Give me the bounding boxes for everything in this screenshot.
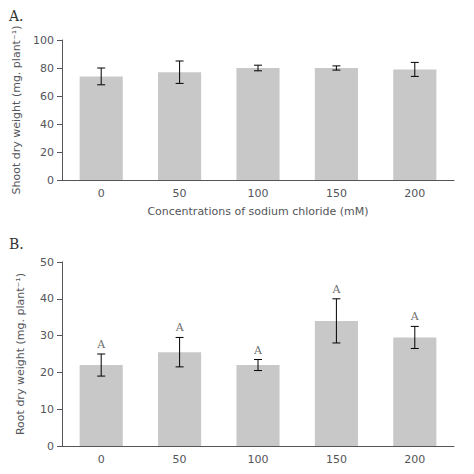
svg-text:A: A: [331, 283, 341, 296]
svg-text:50: 50: [173, 187, 187, 200]
svg-text:B.: B.: [9, 236, 24, 252]
svg-text:0: 0: [47, 174, 54, 187]
svg-text:A: A: [410, 310, 420, 323]
svg-text:Shoot dry weight (mg. plant⁻¹): Shoot dry weight (mg. plant⁻¹): [10, 26, 23, 195]
svg-text:40: 40: [40, 292, 54, 305]
svg-text:50: 50: [173, 453, 187, 466]
svg-text:A: A: [96, 338, 106, 351]
svg-text:200: 200: [404, 453, 425, 466]
svg-text:20: 20: [40, 146, 54, 159]
svg-text:60: 60: [40, 90, 54, 103]
svg-text:100: 100: [33, 34, 54, 47]
svg-text:150: 150: [326, 187, 347, 200]
svg-text:A: A: [253, 344, 263, 357]
svg-text:Concentrations of sodium chlor: Concentrations of sodium chloride (mM): [147, 205, 368, 218]
svg-text:30: 30: [40, 329, 54, 342]
svg-text:100: 100: [248, 187, 269, 200]
svg-text:0: 0: [47, 440, 54, 453]
svg-text:150: 150: [326, 453, 347, 466]
svg-text:40: 40: [40, 118, 54, 131]
svg-text:10: 10: [40, 403, 54, 416]
svg-text:200: 200: [404, 187, 425, 200]
svg-text:100: 100: [248, 453, 269, 466]
svg-text:50: 50: [40, 256, 54, 269]
svg-text:20: 20: [40, 366, 54, 379]
svg-text:80: 80: [40, 62, 54, 75]
svg-text:0: 0: [98, 187, 105, 200]
svg-text:0: 0: [98, 453, 105, 466]
svg-text:A: A: [175, 321, 185, 334]
svg-text:A.: A.: [8, 8, 24, 24]
svg-text:Root dry weight (mg. plant⁻¹): Root dry weight (mg. plant⁻¹): [14, 273, 27, 435]
